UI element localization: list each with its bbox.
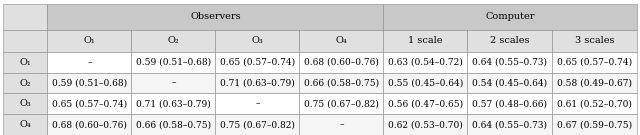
Bar	[467, 73, 552, 94]
Bar	[467, 52, 552, 73]
Bar	[131, 94, 216, 114]
Text: O₃: O₃	[19, 99, 31, 108]
Text: 0.63 (0.54–0.72): 0.63 (0.54–0.72)	[388, 58, 463, 67]
Bar	[3, 30, 47, 52]
Bar	[467, 30, 552, 52]
Bar	[47, 114, 131, 135]
Text: 0.71 (0.63–0.79): 0.71 (0.63–0.79)	[136, 99, 211, 108]
Text: 3 scales: 3 scales	[575, 36, 614, 45]
Bar	[216, 30, 300, 52]
Text: Observers: Observers	[190, 12, 241, 21]
Text: 0.66 (0.58–0.75): 0.66 (0.58–0.75)	[136, 120, 211, 129]
Bar	[383, 114, 467, 135]
Bar	[552, 73, 637, 94]
Bar	[383, 73, 467, 94]
Text: 0.68 (0.60–0.76): 0.68 (0.60–0.76)	[304, 58, 379, 67]
Text: O₂: O₂	[168, 36, 179, 45]
Bar	[3, 73, 47, 94]
Text: 0.57 (0.48–0.66): 0.57 (0.48–0.66)	[472, 99, 547, 108]
Text: 0.64 (0.55–0.73): 0.64 (0.55–0.73)	[472, 58, 547, 67]
Text: O₁: O₁	[84, 36, 95, 45]
Bar	[383, 52, 467, 73]
Bar	[216, 94, 300, 114]
Text: 0.65 (0.57–0.74): 0.65 (0.57–0.74)	[557, 58, 632, 67]
Bar	[216, 52, 300, 73]
Text: 0.67 (0.59–0.75): 0.67 (0.59–0.75)	[557, 120, 632, 129]
Bar	[131, 114, 216, 135]
Text: 1 scale: 1 scale	[408, 36, 443, 45]
Text: 0.68 (0.60–0.76): 0.68 (0.60–0.76)	[52, 120, 127, 129]
Bar	[300, 94, 383, 114]
Text: 0.64 (0.55–0.73): 0.64 (0.55–0.73)	[472, 120, 547, 129]
Bar	[383, 4, 637, 30]
Bar	[131, 30, 216, 52]
Bar	[47, 4, 383, 30]
Text: –: –	[171, 79, 175, 88]
Bar	[467, 94, 552, 114]
Text: Computer: Computer	[485, 12, 535, 21]
Text: 0.65 (0.57–0.74): 0.65 (0.57–0.74)	[52, 99, 127, 108]
Bar	[216, 73, 300, 94]
Bar	[300, 52, 383, 73]
Bar	[47, 73, 131, 94]
Text: 0.56 (0.47–0.65): 0.56 (0.47–0.65)	[388, 99, 463, 108]
Bar	[47, 30, 131, 52]
Bar	[300, 30, 383, 52]
Text: 0.54 (0.45–0.64): 0.54 (0.45–0.64)	[472, 79, 547, 88]
Bar	[552, 94, 637, 114]
Bar	[383, 30, 467, 52]
Text: 0.59 (0.51–0.68): 0.59 (0.51–0.68)	[136, 58, 211, 67]
Text: 0.75 (0.67–0.82): 0.75 (0.67–0.82)	[220, 120, 295, 129]
Bar	[47, 52, 131, 73]
Bar	[131, 52, 216, 73]
Bar	[383, 94, 467, 114]
Text: –: –	[87, 58, 92, 67]
Bar	[3, 4, 47, 30]
Text: 0.75 (0.67–0.82): 0.75 (0.67–0.82)	[304, 99, 379, 108]
Bar	[47, 94, 131, 114]
Text: O₁: O₁	[19, 58, 31, 67]
Text: –: –	[255, 99, 260, 108]
Text: O₂: O₂	[19, 79, 31, 88]
Bar	[3, 94, 47, 114]
Bar	[3, 114, 47, 135]
Text: 0.71 (0.63–0.79): 0.71 (0.63–0.79)	[220, 79, 295, 88]
Bar	[467, 114, 552, 135]
Text: 0.62 (0.53–0.70): 0.62 (0.53–0.70)	[388, 120, 463, 129]
Text: 0.61 (0.52–0.70): 0.61 (0.52–0.70)	[557, 99, 632, 108]
Text: O₃: O₃	[252, 36, 263, 45]
Text: O₄: O₄	[19, 120, 31, 129]
Bar	[300, 114, 383, 135]
Bar	[3, 52, 47, 73]
Text: 0.66 (0.58–0.75): 0.66 (0.58–0.75)	[304, 79, 379, 88]
Text: 0.58 (0.49–0.67): 0.58 (0.49–0.67)	[557, 79, 632, 88]
Text: 0.59 (0.51–0.68): 0.59 (0.51–0.68)	[52, 79, 127, 88]
Bar	[552, 52, 637, 73]
Bar	[216, 114, 300, 135]
Bar	[552, 30, 637, 52]
Text: 2 scales: 2 scales	[490, 36, 529, 45]
Text: O₄: O₄	[335, 36, 348, 45]
Bar	[300, 73, 383, 94]
Bar	[552, 114, 637, 135]
Text: 0.65 (0.57–0.74): 0.65 (0.57–0.74)	[220, 58, 295, 67]
Text: 0.55 (0.45–0.64): 0.55 (0.45–0.64)	[388, 79, 463, 88]
Text: –: –	[339, 120, 344, 129]
Bar	[131, 73, 216, 94]
